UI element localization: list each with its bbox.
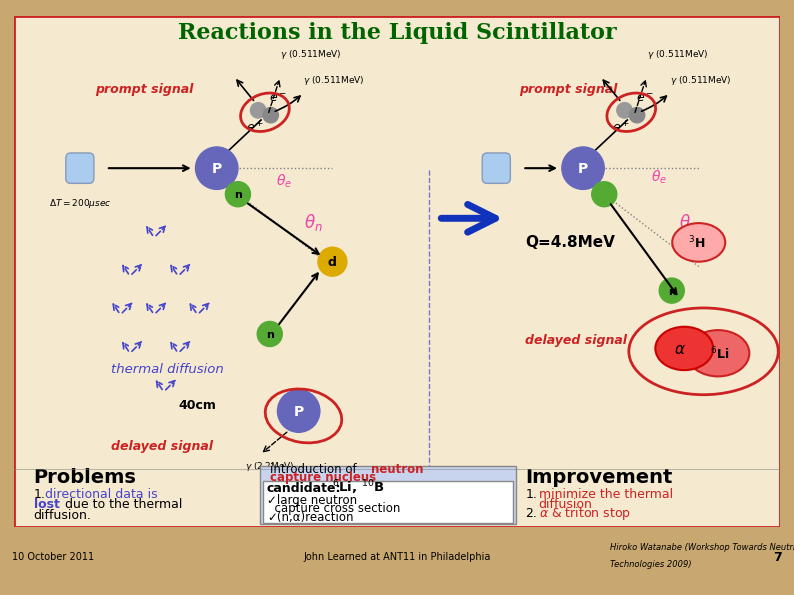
Text: 2.: 2.	[525, 507, 537, 520]
Circle shape	[263, 108, 279, 123]
Circle shape	[195, 147, 238, 189]
Text: diffusion: diffusion	[538, 499, 592, 512]
Text: 1.: 1.	[33, 488, 45, 501]
Text: $\alpha$: $\alpha$	[673, 342, 685, 357]
Text: $\gamma$ (0.511MeV): $\gamma$ (0.511MeV)	[303, 74, 365, 87]
Text: $\alpha$ & triton stop: $\alpha$ & triton stop	[538, 505, 631, 522]
Text: $\bar{\nu}_e$: $\bar{\nu}_e$	[488, 158, 505, 178]
Text: P: P	[294, 405, 304, 419]
Text: $\theta_n$: $\theta_n$	[304, 212, 322, 233]
Text: $\bar{\nu}_e$: $\bar{\nu}_e$	[71, 158, 89, 178]
Text: ✓large neutron: ✓large neutron	[267, 494, 357, 507]
Text: John Learned at ANT11 in Philadelphia: John Learned at ANT11 in Philadelphia	[303, 552, 491, 562]
Text: directional data is: directional data is	[45, 488, 158, 501]
Text: n: n	[668, 287, 676, 296]
FancyBboxPatch shape	[260, 466, 515, 524]
Ellipse shape	[655, 327, 713, 370]
Circle shape	[562, 147, 604, 189]
Circle shape	[592, 181, 617, 206]
Text: Problems: Problems	[33, 468, 137, 487]
Text: candidate:: candidate:	[267, 482, 341, 495]
Text: thermal diffusion: thermal diffusion	[110, 362, 223, 375]
Circle shape	[250, 102, 266, 118]
Text: Reactions in the Liquid Scintillator: Reactions in the Liquid Scintillator	[178, 22, 616, 44]
Text: P: P	[212, 162, 222, 176]
Text: $e^+$: $e^+$	[612, 120, 630, 135]
Text: $^3$H: $^3$H	[688, 235, 705, 252]
Circle shape	[630, 108, 645, 123]
Text: Hiroko Watanabe (Workshop Towards Neutrino: Hiroko Watanabe (Workshop Towards Neutri…	[610, 543, 794, 552]
Text: $\theta_e$: $\theta_e$	[650, 168, 667, 186]
Text: $\gamma$ (0.511MeV): $\gamma$ (0.511MeV)	[280, 48, 342, 61]
Text: $\gamma$ (0.511MeV): $\gamma$ (0.511MeV)	[646, 48, 708, 61]
Text: $\gamma$ (2.2MeV): $\gamma$ (2.2MeV)	[245, 460, 295, 473]
Ellipse shape	[687, 330, 750, 377]
Text: $\theta_e$: $\theta_e$	[276, 173, 292, 190]
Circle shape	[617, 102, 632, 118]
Text: prompt signal: prompt signal	[95, 83, 194, 96]
Text: $^6$Li: $^6$Li	[711, 346, 730, 362]
Ellipse shape	[673, 223, 725, 262]
Text: Improvement: Improvement	[525, 468, 673, 487]
Circle shape	[277, 390, 320, 433]
Text: delayed signal: delayed signal	[110, 440, 213, 453]
Text: capture nucleus: capture nucleus	[270, 471, 376, 484]
Text: Q=4.8MeV: Q=4.8MeV	[525, 235, 615, 250]
Text: $^6$Li, $^{10}$B: $^6$Li, $^{10}$B	[333, 478, 385, 497]
Text: n: n	[266, 330, 274, 340]
FancyArrowPatch shape	[441, 205, 495, 232]
Text: prompt signal: prompt signal	[519, 83, 618, 96]
Text: $\theta_n$: $\theta_n$	[680, 212, 698, 233]
Text: $e^-$: $e^-$	[269, 92, 287, 105]
Text: n: n	[234, 190, 242, 200]
FancyBboxPatch shape	[14, 16, 780, 527]
Text: due to the thermal: due to the thermal	[60, 499, 182, 512]
Text: 40cm: 40cm	[179, 399, 217, 412]
Circle shape	[659, 278, 684, 303]
Text: $e^+$: $e^+$	[246, 120, 264, 135]
Text: P: P	[578, 162, 588, 176]
Text: 1.: 1.	[525, 488, 537, 501]
Text: diffusion.: diffusion.	[33, 509, 91, 522]
Text: 10 October 2011: 10 October 2011	[12, 552, 94, 562]
Text: delayed signal: delayed signal	[525, 334, 627, 347]
Text: ✓(n,α)reaction: ✓(n,α)reaction	[267, 511, 353, 524]
Text: d: d	[328, 256, 337, 269]
Text: introduction of: introduction of	[270, 463, 360, 476]
FancyBboxPatch shape	[263, 481, 513, 523]
Text: $\gamma$ (0.511MeV): $\gamma$ (0.511MeV)	[670, 74, 731, 87]
Text: minimize the thermal: minimize the thermal	[538, 488, 673, 501]
Text: neutron: neutron	[371, 463, 423, 476]
Text: capture cross section: capture cross section	[267, 502, 400, 515]
Text: Technologies 2009): Technologies 2009)	[610, 560, 692, 569]
Circle shape	[257, 321, 283, 346]
Circle shape	[225, 181, 250, 206]
Text: lost: lost	[33, 499, 60, 512]
Text: 7: 7	[773, 551, 782, 563]
Text: $\Delta T=200\mu sec$: $\Delta T=200\mu sec$	[48, 198, 111, 211]
Circle shape	[318, 247, 347, 276]
Text: $e^-$: $e^-$	[635, 92, 654, 105]
